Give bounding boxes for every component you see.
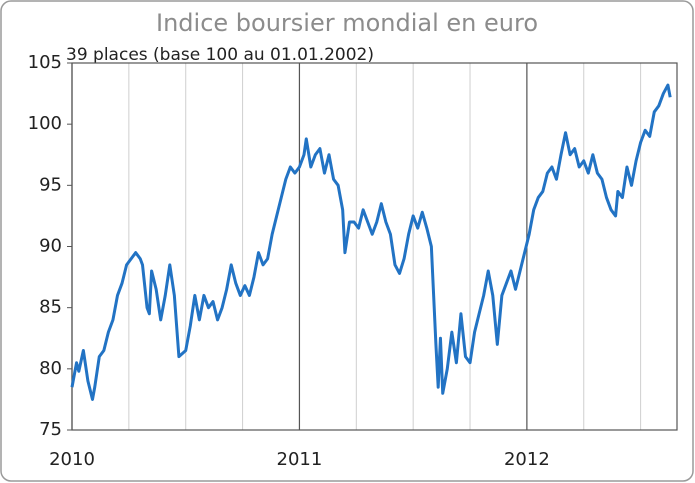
y-tick-label: 100	[28, 113, 62, 134]
plot-area	[71, 62, 678, 431]
y-tick-label: 105	[28, 52, 62, 73]
y-tick-label: 85	[39, 297, 62, 318]
x-tick-label: 2012	[504, 449, 550, 470]
line-series	[70, 83, 672, 401]
y-tick-label: 95	[39, 174, 62, 195]
x-tick-label: 2011	[277, 449, 323, 470]
y-tick-label: 80	[39, 358, 62, 379]
y-tick-label: 90	[39, 236, 62, 257]
chart-subtitle: 39 places (base 100 au 01.01.2002)	[66, 45, 374, 65]
y-tick-label: 75	[39, 419, 62, 440]
x-tick-label: 2010	[49, 449, 95, 470]
chart-title: Indice boursier mondial en euro	[156, 9, 538, 37]
